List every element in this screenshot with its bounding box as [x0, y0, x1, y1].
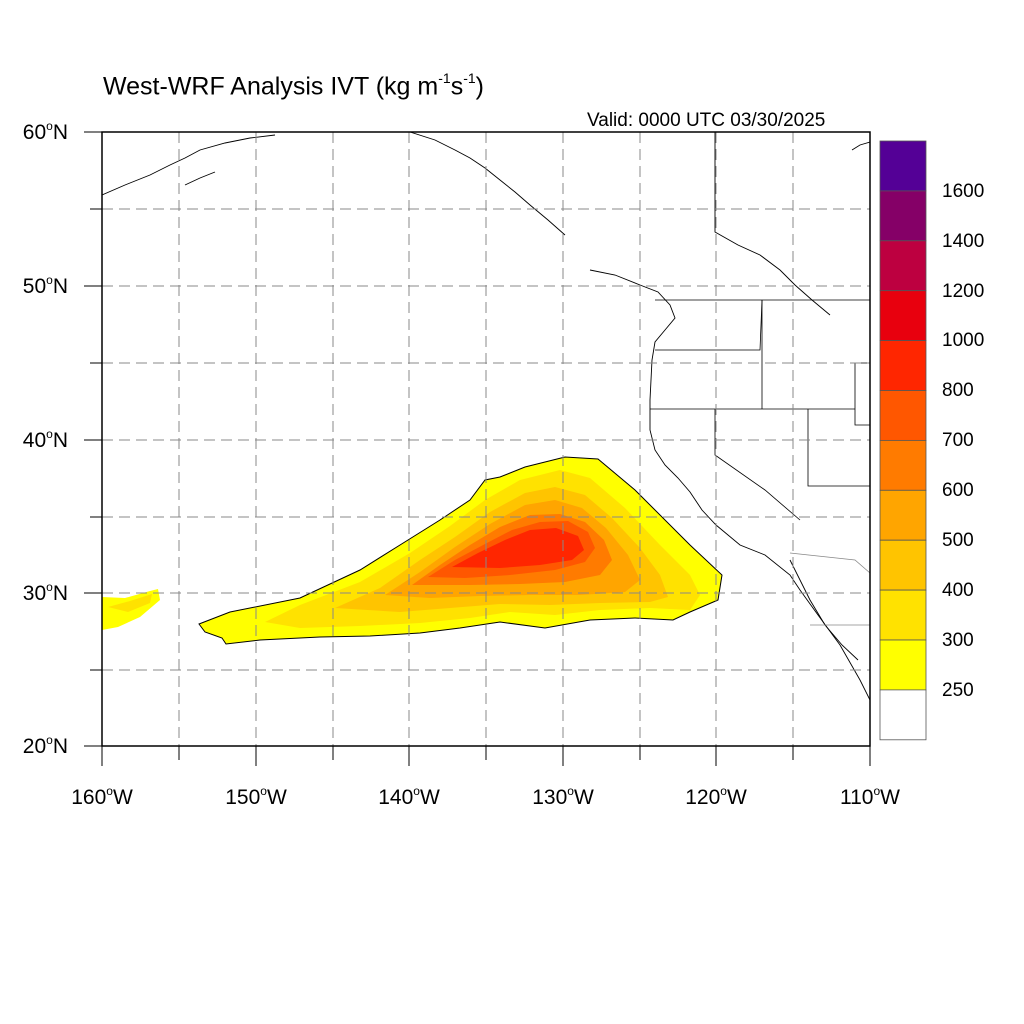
map-title: West-WRF Analysis IVT (kg m-1s-1) [103, 70, 484, 101]
colorbar-label: 1000 [942, 330, 985, 351]
colorbar-label: 250 [942, 680, 974, 701]
colorbar-label: 300 [942, 630, 974, 651]
map-gridlines [102, 132, 870, 746]
lon-label-110: 110oW [840, 784, 900, 809]
colorbar-label: 400 [942, 580, 974, 601]
lon-label-130: 130oW [532, 784, 594, 809]
lon-label-160: 160oW [71, 784, 133, 809]
lon-label-150: 150oW [225, 784, 287, 809]
ivt-plume-300-west [108, 594, 152, 612]
lat-label-20: 20oN [22, 733, 68, 758]
valid-time-label: Valid: 0000 UTC 03/30/2025 [587, 110, 826, 131]
lat-label-30: 30oN [22, 580, 68, 605]
colorbar-label: 1200 [942, 281, 985, 302]
colorbar-label: 800 [942, 380, 974, 401]
colorbar-label: 700 [942, 430, 974, 451]
lat-label-40: 40oN [22, 427, 68, 452]
lat-label-60: 60oN [22, 119, 68, 144]
ivt-plume-800 [452, 528, 584, 568]
lat-label-50: 50oN [22, 273, 68, 298]
lon-label-140: 140oW [378, 784, 440, 809]
state-borders [650, 299, 871, 626]
colorbar-label: 500 [942, 530, 974, 551]
colorbar-label: 600 [942, 480, 974, 501]
colorbar-label: 1600 [942, 181, 985, 202]
coastlines [102, 132, 870, 701]
colorbar-label: 1400 [942, 231, 985, 252]
axis-ticks [84, 131, 871, 766]
lon-label-120: 120oW [685, 784, 747, 809]
